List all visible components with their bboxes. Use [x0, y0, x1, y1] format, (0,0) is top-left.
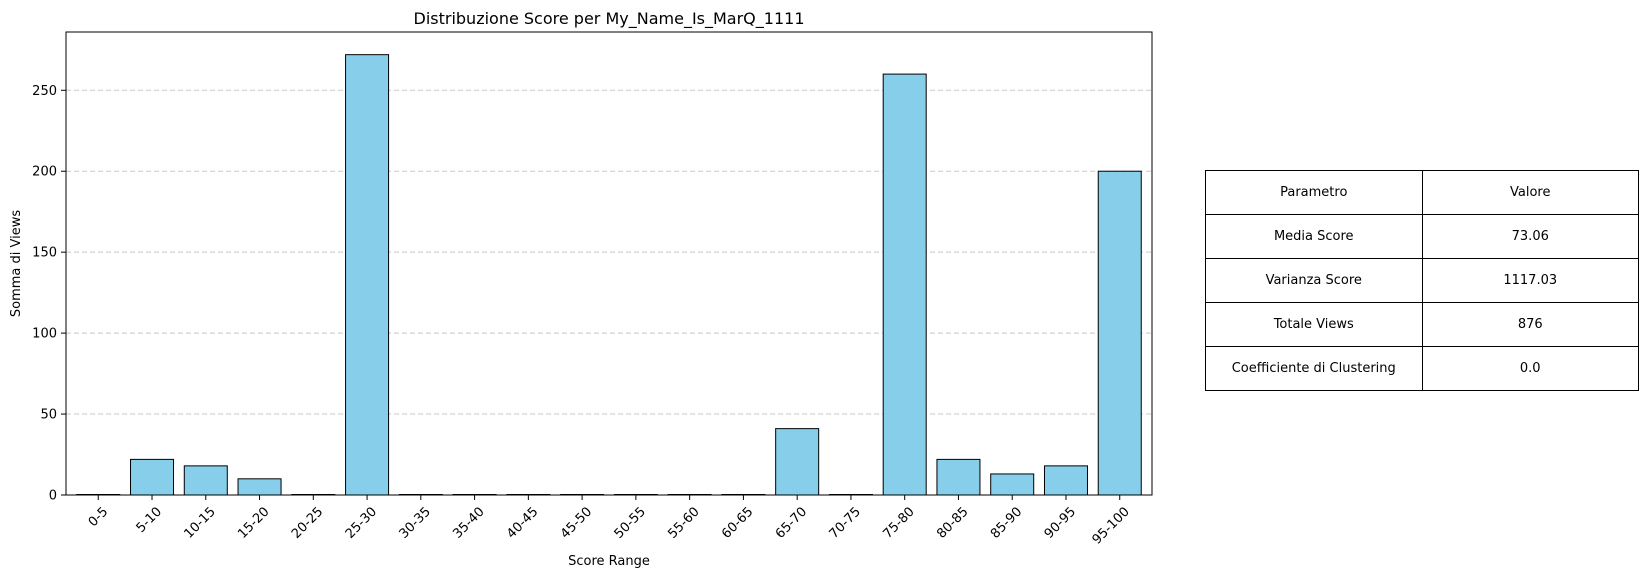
x-tick-label: 50-55 [612, 504, 649, 541]
chart-title: Distribuzione Score per My_Name_Is_MarQ_… [414, 9, 805, 29]
y-tick-label: 200 [32, 165, 57, 180]
x-tick-label: 85-90 [988, 504, 1025, 541]
x-tick-label: 40-45 [504, 504, 541, 541]
y-axis-ticks: 0 50 100 150 200 250 [32, 84, 66, 504]
bar-85-90 [990, 473, 1035, 496]
x-tick-label: 80-85 [934, 504, 971, 541]
x-tick-label: 65-70 [773, 504, 810, 541]
table-row: Totale Views 876 [1205, 302, 1639, 347]
table-cell-parametro: Media Score [1205, 214, 1423, 259]
bar-10-15 [183, 465, 228, 496]
x-tick-label: 25-30 [343, 504, 380, 541]
x-tick-label: 90-95 [1042, 504, 1079, 541]
x-tick-label: 55-60 [665, 504, 702, 541]
bar-75-80 [882, 73, 927, 496]
grid-lines [66, 89, 1152, 415]
x-tick-label: 75-80 [880, 504, 917, 541]
x-tick-label: 45-50 [558, 504, 595, 541]
x-tick-label: 35-40 [450, 504, 487, 541]
x-tick-label: 5-10 [134, 504, 165, 535]
y-tick-label: 100 [32, 327, 57, 342]
bar-80-85 [936, 458, 981, 496]
x-tick-label: 10-15 [182, 504, 219, 541]
table-cell-parametro: Totale Views [1205, 302, 1423, 347]
y-tick-label: 50 [40, 408, 57, 423]
bar-25-30 [345, 54, 390, 496]
y-tick-label: 150 [32, 246, 57, 261]
table-cell-valore: 1117.03 [1421, 258, 1639, 303]
table-cell-valore: 73.06 [1421, 214, 1639, 259]
x-tick-label: 70-75 [827, 504, 864, 541]
x-tick-label: 0-5 [86, 504, 112, 530]
table-row: Media Score 73.06 [1205, 214, 1639, 259]
table-row: Coefficiente di Clustering 0.0 [1205, 346, 1639, 391]
table-header-row: Parametro Valore [1205, 170, 1639, 215]
bar-65-70 [775, 428, 820, 496]
stats-table: Parametro Valore Media Score 73.06 Varia… [1205, 170, 1639, 391]
x-tick-label: 60-65 [719, 504, 756, 541]
y-axis-label: Somma di Views [9, 210, 24, 317]
x-axis-label: Score Range [568, 554, 650, 569]
table-cell-parametro: Varianza Score [1205, 258, 1423, 303]
bars [76, 54, 1142, 496]
bar-95-100 [1097, 170, 1142, 496]
bar-15-20 [237, 478, 282, 496]
bar-90-95 [1043, 465, 1088, 496]
x-tick-label: 95-100 [1090, 504, 1133, 547]
x-tick-label: 20-25 [289, 504, 326, 541]
table-row: Varianza Score 1117.03 [1205, 258, 1639, 303]
table-cell-parametro: Coefficiente di Clustering [1205, 346, 1423, 391]
y-tick-label: 250 [32, 84, 57, 99]
table-header-cell: Valore [1421, 170, 1639, 215]
x-tick-label: 30-35 [397, 504, 434, 541]
x-tick-label: 15-20 [235, 504, 272, 541]
bar-5-10 [130, 458, 175, 496]
plot-frame [65, 31, 1153, 496]
table-cell-valore: 876 [1421, 302, 1639, 347]
y-tick-label: 0 [49, 489, 57, 504]
x-axis-ticks: 0-5 5-10 10-15 15-20 20-25 25-30 30-35 35-40 40-… [86, 495, 1133, 548]
table-header-cell: Parametro [1205, 170, 1423, 215]
table-cell-valore: 0.0 [1421, 346, 1639, 391]
bar-chart: 0 50 100 150 200 250 0-5 5-10 10-15 15-20 20-25 25… [9, 9, 1153, 569]
